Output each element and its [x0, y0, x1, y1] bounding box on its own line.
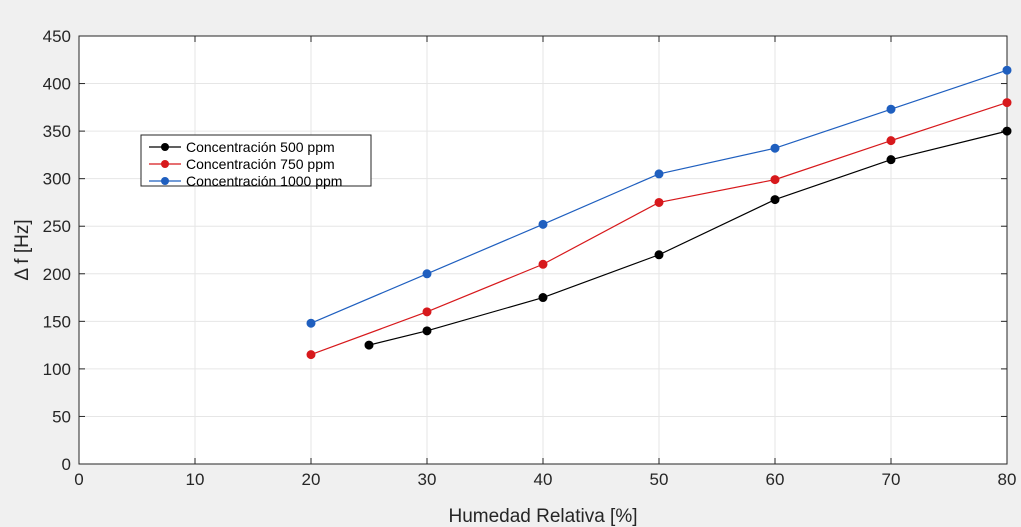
data-point [886, 136, 896, 146]
data-point [654, 250, 664, 260]
y-tick-label: 150 [43, 312, 71, 331]
series-2 [306, 65, 1012, 328]
data-point [1002, 126, 1012, 136]
data-point [654, 197, 664, 207]
data-point [422, 269, 432, 279]
y-tick-label: 350 [43, 122, 71, 141]
data-point [306, 350, 316, 360]
data-point [654, 169, 664, 179]
data-point [538, 259, 548, 269]
y-tick-label: 0 [62, 455, 71, 474]
legend-box [140, 134, 372, 187]
data-point [770, 175, 780, 185]
x-tick-label: 70 [882, 470, 901, 489]
y-tick-label: 200 [43, 265, 71, 284]
x-tick-label: 20 [302, 470, 321, 489]
y-tick-label: 50 [52, 407, 71, 426]
data-point [422, 326, 432, 336]
data-point [538, 293, 548, 303]
x-tick-label: 40 [534, 470, 553, 489]
data-point [770, 195, 780, 205]
data-point [770, 143, 780, 153]
x-tick-label: 30 [418, 470, 437, 489]
series-layer [306, 65, 1012, 360]
axes: 0 10 20 30 40 50 60 70 80 0 50 100 150 200 250 300 350 40… [43, 27, 1017, 489]
series-1 [306, 98, 1012, 360]
data-point [1002, 98, 1012, 108]
data-point [422, 307, 432, 317]
legend-entry-label: Concentración 750 ppm [186, 156, 335, 172]
legend-marker [161, 143, 169, 151]
data-point [306, 318, 316, 328]
y-tick-label: 250 [43, 217, 71, 236]
x-tick-label: 10 [186, 470, 205, 489]
y-tick-label: 300 [43, 170, 71, 189]
data-point [538, 219, 548, 229]
x-tick-label: 0 [74, 470, 83, 489]
data-point [364, 340, 374, 350]
data-point [886, 104, 896, 114]
x-tick-label: 50 [650, 470, 669, 489]
series-0 [364, 126, 1012, 350]
x-tick-label: 60 [766, 470, 785, 489]
x-tick-label: 80 [998, 470, 1017, 489]
y-tick-label: 100 [43, 360, 71, 379]
y-tick-label: 450 [43, 27, 71, 46]
legend-marker [161, 177, 169, 185]
legend-marker [161, 160, 169, 168]
legend-entry-label: Concentración 1000 ppm [186, 173, 342, 189]
data-point [886, 155, 896, 165]
x-axis-label: Humedad Relativa [%] [448, 506, 637, 527]
y-tick-label: 400 [43, 75, 71, 94]
legend-entry-label: Concentración 500 ppm [186, 139, 335, 155]
data-point [1002, 65, 1012, 75]
y-axis-label: Δ f [Hz] [12, 219, 33, 280]
